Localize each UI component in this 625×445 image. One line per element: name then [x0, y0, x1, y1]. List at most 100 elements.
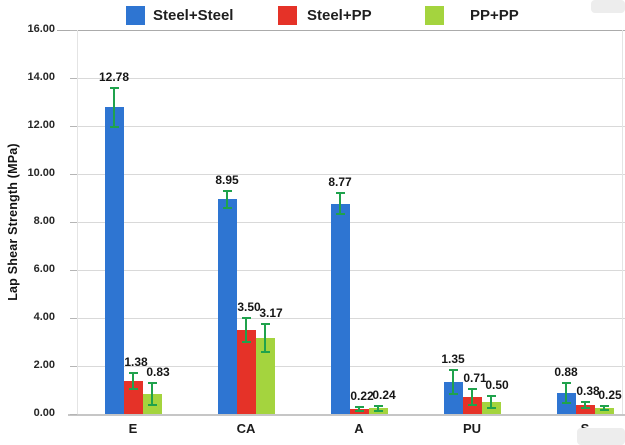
bar-steel-steel-pu	[443, 381, 463, 414]
data-label: 0.71	[463, 370, 487, 385]
error-bar-cap	[147, 403, 157, 406]
gridline	[77, 78, 625, 79]
y-axis-tick-label: 8.00	[33, 215, 55, 227]
error-bar	[584, 402, 586, 408]
data-label: 12.78	[98, 69, 130, 84]
y-axis-tick-label: 4.00	[33, 311, 55, 323]
gridline	[57, 30, 625, 31]
bar-pp-pp-ca	[255, 337, 275, 414]
bar-steel-pp-s	[575, 404, 595, 414]
data-label: 1.38	[124, 354, 148, 369]
y-axis-tick-label: 10.00	[27, 167, 55, 179]
error-bar-cap	[561, 381, 571, 384]
y-axis-tick-label: 14.00	[27, 71, 55, 83]
data-label: 8.77	[328, 175, 352, 190]
error-bar-cap	[335, 212, 345, 215]
data-label: 3.50	[237, 300, 261, 314]
error-bar-cap	[561, 401, 571, 404]
error-bar	[113, 87, 115, 127]
error-bar-cap	[222, 206, 232, 209]
error-bar-cap	[580, 401, 590, 403]
y-axis-tick-label: 16.00	[27, 23, 55, 35]
y-axis-tick	[70, 174, 77, 175]
legend-item-pp-pp: PP+PP	[425, 4, 519, 26]
bar-steel-pp-ca	[236, 330, 256, 414]
error-bar-cap	[354, 405, 364, 408]
error-bar-cap	[260, 323, 270, 325]
data-label: 0.50	[485, 377, 509, 392]
error-bar-cap	[448, 392, 458, 395]
legend-label-steel-pp: Steel+PP	[307, 6, 372, 24]
legend-item-steel-steel: Steel+Steel	[126, 4, 233, 26]
y-axis-tick	[70, 126, 77, 127]
legend-label-steel-steel: Steel+Steel	[153, 6, 234, 24]
error-bar-cap	[599, 408, 609, 411]
error-bar-cap	[109, 86, 119, 89]
error-bar	[565, 382, 567, 403]
gridline	[77, 126, 625, 127]
error-bar	[226, 190, 228, 208]
error-bar	[471, 388, 473, 406]
x-axis-category-label: A	[354, 421, 364, 436]
y-axis-tick	[70, 318, 77, 319]
data-label: 0.25	[598, 388, 622, 403]
error-bar	[245, 318, 247, 342]
legend-swatch-steel-pp	[278, 5, 297, 25]
error-bar	[151, 383, 153, 405]
error-bar-cap	[486, 407, 496, 410]
y-axis-tick-label: 12.00	[27, 119, 55, 131]
error-bar-cap	[241, 317, 251, 319]
x-axis-category-label: E	[128, 421, 138, 436]
x-axis-category-label: PU	[462, 421, 482, 436]
error-bar	[377, 405, 379, 411]
error-bar-cap	[222, 189, 232, 192]
data-label: 0.38	[576, 384, 600, 398]
x-axis-category-label: CA	[236, 421, 256, 436]
error-bar-cap	[260, 350, 270, 353]
y-axis-line	[77, 30, 78, 414]
data-label: 8.95	[215, 172, 239, 187]
error-bar-cap	[486, 394, 496, 397]
gridline	[77, 366, 625, 367]
legend-item-steel-pp: Steel+PP	[278, 4, 372, 26]
error-bar	[358, 406, 360, 411]
error-bar	[339, 193, 341, 214]
legend-swatch-steel-steel	[126, 5, 145, 25]
error-bar	[603, 406, 605, 410]
bar-steel-steel-e	[104, 107, 124, 414]
error-bar	[490, 395, 492, 409]
y-axis-tick	[70, 270, 77, 271]
y-axis-tick	[70, 78, 77, 79]
plot-right-border	[622, 30, 623, 414]
error-bar-cap	[241, 341, 251, 343]
error-bar-cap	[373, 404, 383, 407]
error-bar-cap	[373, 409, 383, 412]
error-bar-cap	[128, 371, 138, 374]
y-axis-tick-label: 2.00	[33, 359, 55, 371]
bar-steel-steel-a	[330, 203, 350, 414]
data-label: 0.88	[554, 364, 578, 379]
data-label: 0.83	[146, 365, 170, 380]
gridline	[77, 222, 625, 223]
gridline	[77, 318, 625, 319]
gridline	[77, 270, 625, 271]
error-bar-cap	[128, 387, 138, 390]
y-axis-tick-label: 6.00	[33, 263, 55, 275]
error-bar-cap	[580, 406, 590, 409]
error-bar-cap	[467, 404, 477, 407]
error-bar-cap	[448, 368, 458, 371]
error-bar-cap	[109, 125, 119, 128]
error-bar	[264, 324, 266, 352]
y-axis-tick	[70, 222, 77, 223]
error-bar-cap	[467, 387, 477, 390]
y-axis-tick	[70, 30, 77, 31]
data-label: 1.35	[441, 351, 465, 366]
legend-swatch-pp-pp	[425, 5, 444, 25]
error-bar-cap	[599, 405, 609, 408]
data-label: 3.17	[259, 306, 283, 320]
data-label: 0.24	[372, 387, 396, 402]
error-bar-cap	[147, 382, 157, 385]
y-axis-tick	[70, 414, 77, 415]
legend-label-pp-pp: PP+PP	[470, 6, 519, 24]
